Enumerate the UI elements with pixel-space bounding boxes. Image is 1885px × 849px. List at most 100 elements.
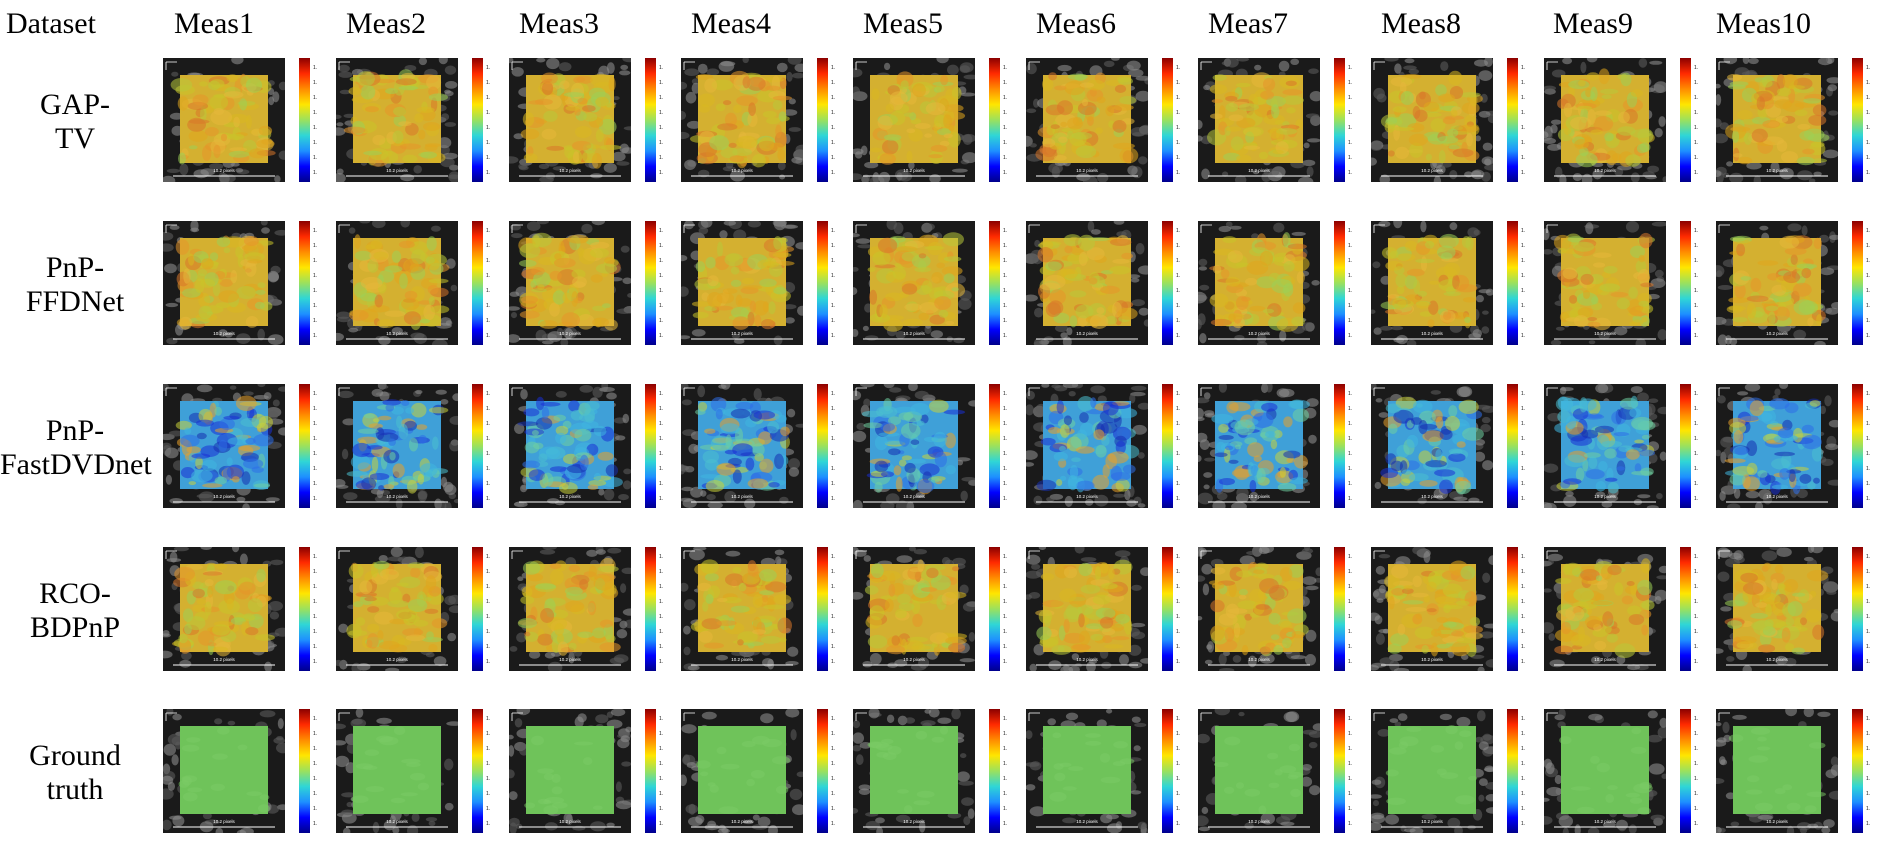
scale-bar-label: 10.2 pixels — [213, 494, 235, 499]
colorbar — [1162, 547, 1173, 671]
colorbar-tick-label: 1. — [1866, 140, 1871, 146]
colorbar-tick-label: 1. — [1866, 466, 1871, 472]
colorbar — [817, 221, 828, 345]
colorbar-tick-label: 1. — [1348, 716, 1353, 722]
colorbar-ticks: 1. 1. 1. 1. 1. 1. 1. 1. — [1003, 547, 1017, 671]
colorbar-tick-label: 1. — [1521, 481, 1526, 487]
scale-bar-label: 10.2 pixels — [1248, 168, 1270, 173]
colorbar-tick-label: 1. — [831, 421, 836, 427]
colorbar-tick-label: 1. — [659, 288, 664, 294]
reconstruction-image: 10.2 pixels — [509, 709, 631, 833]
scale-bar-label: 10.2 pixels — [1421, 331, 1443, 336]
colorbar-tick-label: 1. — [1866, 95, 1871, 101]
colorbar-ticks: 1. 1. 1. 1. 1. 1. 1. 1. — [659, 384, 673, 508]
colorbar-tick-label: 1. — [831, 614, 836, 620]
scale-bar-label: 10.2 pixels — [559, 494, 581, 499]
colorbar — [1334, 58, 1345, 182]
colorbar-tick-label: 1. — [831, 391, 836, 397]
colorbar-tick-label: 1. — [1521, 140, 1526, 146]
colorbar-tick-label: 1. — [1348, 644, 1353, 650]
colorbar-tick-label: 1. — [486, 436, 491, 442]
colorbar-tick-label: 1. — [1003, 746, 1008, 752]
colorbar-tick-label: 1. — [659, 333, 664, 339]
scale-bar-label: 10.2 pixels — [559, 819, 581, 824]
colorbar-tick-label: 1. — [1176, 436, 1181, 442]
header-meas1: Meas1 — [174, 7, 254, 40]
scale-bar-label: 10.2 pixels — [731, 168, 753, 173]
colorbar-tick-label: 1. — [831, 436, 836, 442]
colorbar-tick-label: 1. — [1176, 599, 1181, 605]
colorbar-tick-label: 1. — [1003, 80, 1008, 86]
colorbar-tick-label: 1. — [1521, 644, 1526, 650]
colorbar-ticks: 1. 1. 1. 1. 1. 1. 1. 1. — [831, 58, 845, 182]
colorbar-tick-label: 1. — [313, 258, 318, 264]
colorbar-tick-label: 1. — [1694, 599, 1699, 605]
colorbar-tick-label: 1. — [659, 776, 664, 782]
colorbar-tick-label: 1. — [1003, 303, 1008, 309]
colorbar-tick-label: 1. — [1694, 288, 1699, 294]
colorbar-tick-label: 1. — [1521, 288, 1526, 294]
scale-bar-label: 10.2 pixels — [213, 331, 235, 336]
scale-bar-label: 10.2 pixels — [386, 494, 408, 499]
colorbar-tick-label: 1. — [1521, 569, 1526, 575]
colorbar-tick-label: 1. — [1348, 65, 1353, 71]
reconstruction-image: 10.2 pixels — [509, 221, 631, 345]
colorbar-tick-label: 1. — [1176, 421, 1181, 427]
colorbar-tick-label: 1. — [1348, 80, 1353, 86]
colorbar — [1162, 384, 1173, 508]
colorbar-tick-label: 1. — [1866, 569, 1871, 575]
colorbar-tick-label: 1. — [313, 821, 318, 827]
colorbar-tick-label: 1. — [486, 243, 491, 249]
colorbar-tick-label: 1. — [1176, 170, 1181, 176]
colorbar-tick-label: 1. — [659, 761, 664, 767]
colorbar — [817, 58, 828, 182]
colorbar-tick-label: 1. — [1694, 659, 1699, 665]
colorbar-tick-label: 1. — [659, 569, 664, 575]
colorbar-tick-label: 1. — [1866, 318, 1871, 324]
colorbar-ticks: 1. 1. 1. 1. 1. 1. 1. 1. — [831, 384, 845, 508]
colorbar-tick-label: 1. — [1521, 629, 1526, 635]
scale-bar-label: 10.2 pixels — [559, 331, 581, 336]
scale-bar-label: 10.2 pixels — [1076, 331, 1098, 336]
colorbar — [989, 58, 1000, 182]
reconstruction-image: 10.2 pixels — [1371, 709, 1493, 833]
colorbar-tick-label: 1. — [1003, 406, 1008, 412]
colorbar-tick-label: 1. — [1176, 554, 1181, 560]
colorbar-tick-label: 1. — [313, 333, 318, 339]
scale-bar-label: 10.2 pixels — [1594, 494, 1616, 499]
colorbar-tick-label: 1. — [831, 140, 836, 146]
colorbar-tick-label: 1. — [1176, 614, 1181, 620]
colorbar-tick-label: 1. — [1348, 761, 1353, 767]
colorbar-tick-label: 1. — [1003, 716, 1008, 722]
colorbar-tick-label: 1. — [1521, 80, 1526, 86]
colorbar-tick-label: 1. — [1866, 391, 1871, 397]
colorbar-tick-label: 1. — [1176, 391, 1181, 397]
colorbar-tick-label: 1. — [831, 821, 836, 827]
colorbar-tick-label: 1. — [313, 65, 318, 71]
colorbar-tick-label: 1. — [1348, 746, 1353, 752]
reconstruction-image: 10.2 pixels — [853, 221, 975, 345]
colorbar-tick-label: 1. — [1176, 496, 1181, 502]
colorbar-tick-label: 1. — [1176, 333, 1181, 339]
colorbar-tick-label: 1. — [1348, 599, 1353, 605]
colorbar-ticks: 1. 1. 1. 1. 1. 1. 1. 1. — [1694, 221, 1708, 345]
colorbar-tick-label: 1. — [1866, 599, 1871, 605]
colorbar-tick-label: 1. — [486, 584, 491, 590]
colorbar — [989, 221, 1000, 345]
reconstruction-image: 10.2 pixels — [336, 547, 458, 671]
colorbar-tick-label: 1. — [1003, 140, 1008, 146]
reconstruction-image: 10.2 pixels — [1544, 709, 1666, 833]
colorbar-tick-label: 1. — [1348, 451, 1353, 457]
colorbar-tick-label: 1. — [1176, 821, 1181, 827]
reconstruction-image: 10.2 pixels — [1716, 547, 1838, 671]
colorbar-tick-label: 1. — [1176, 406, 1181, 412]
colorbar-tick-label: 1. — [313, 436, 318, 442]
colorbar-ticks: 1. 1. 1. 1. 1. 1. 1. 1. — [1003, 58, 1017, 182]
reconstruction-image: 10.2 pixels — [163, 58, 285, 182]
header-meas7: Meas7 — [1208, 7, 1288, 40]
colorbar-tick-label: 1. — [313, 614, 318, 620]
colorbar-tick-label: 1. — [659, 451, 664, 457]
colorbar-tick-label: 1. — [1348, 569, 1353, 575]
colorbar-tick-label: 1. — [1003, 243, 1008, 249]
colorbar-tick-label: 1. — [1003, 776, 1008, 782]
